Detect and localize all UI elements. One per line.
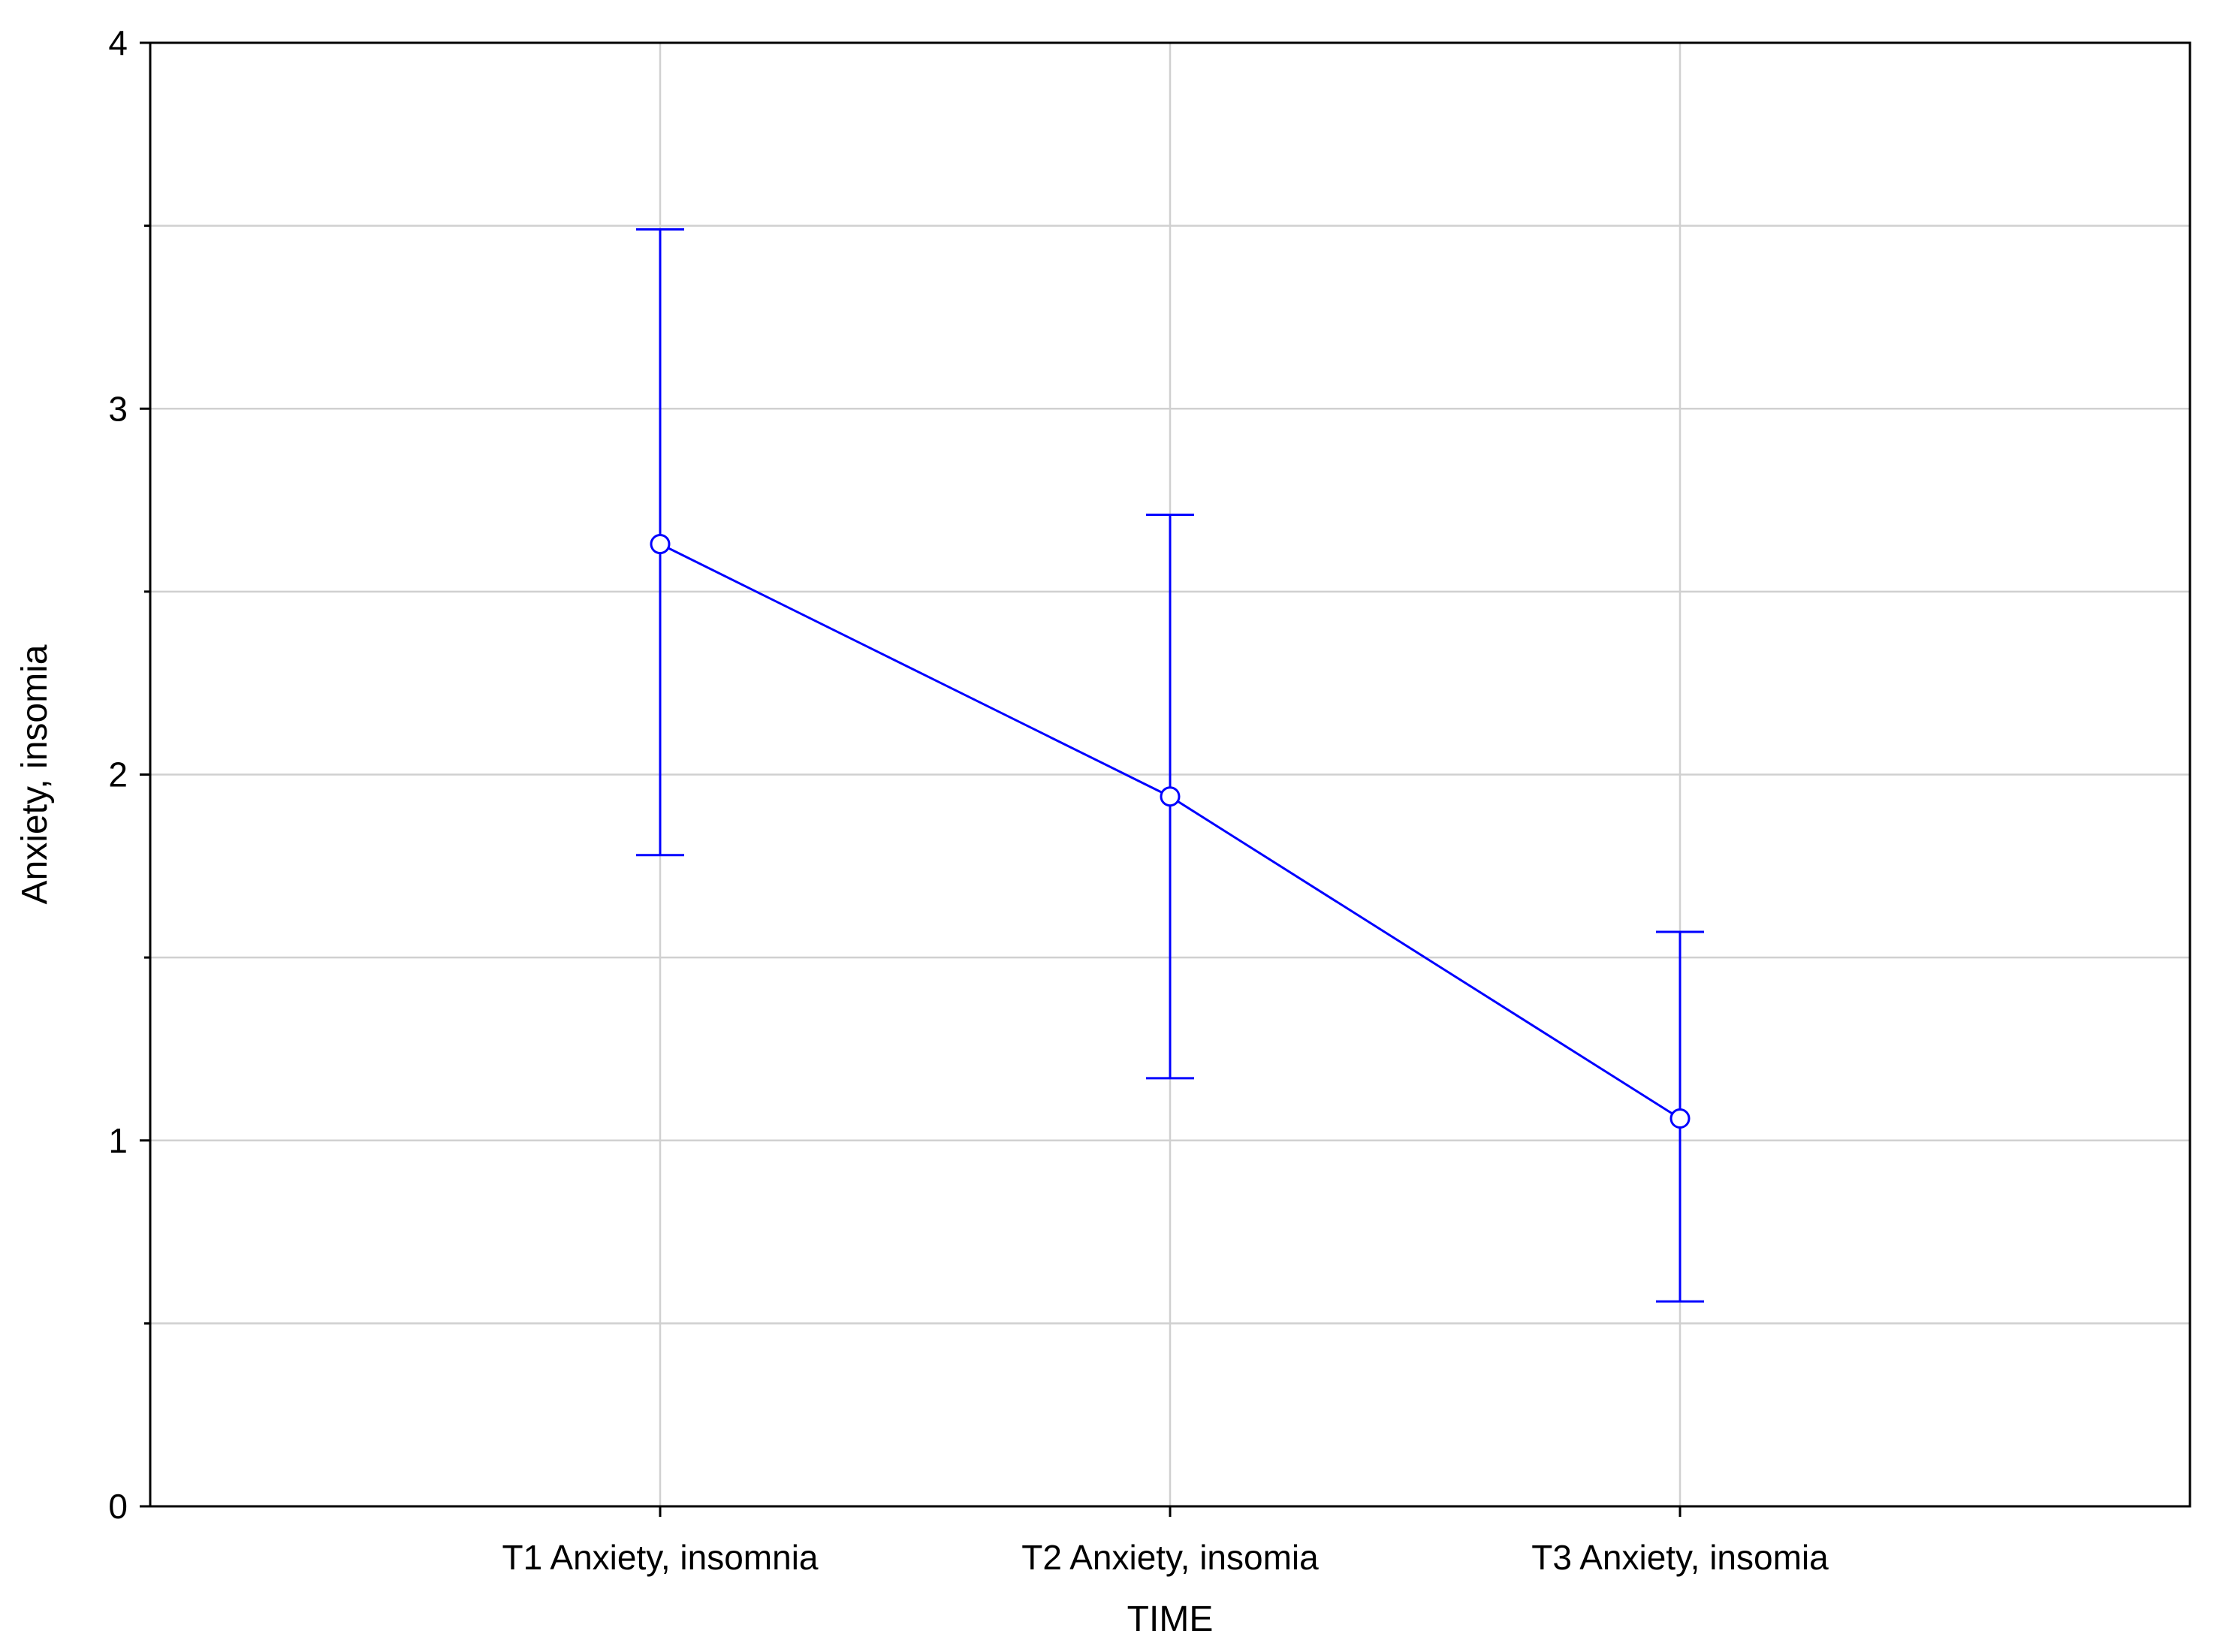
y-tick-label: 3 <box>108 389 128 428</box>
x-axis-title: TIME <box>1127 1599 1214 1639</box>
data-point <box>650 534 671 555</box>
x-tick-label: T1 Anxiety, insomnia <box>502 1538 818 1577</box>
y-tick-label: 1 <box>108 1121 128 1160</box>
y-tick-label: 4 <box>108 23 128 62</box>
series-group <box>636 228 1704 1303</box>
x-tick-label: T2 Anxiety, insomia <box>1021 1538 1319 1577</box>
x-tick-label: T3 Anxiety, insomia <box>1531 1538 1829 1577</box>
y-axis-title: Anxiety, insomia <box>15 644 55 904</box>
data-point <box>1669 1108 1691 1129</box>
axes: 0 1 2 3 4 T1 Anxiety, insomnia T2 Anxiety, ins… <box>108 23 1829 1577</box>
data-point <box>1160 786 1181 807</box>
y-tick-label: 0 <box>108 1487 128 1526</box>
y-tick-label: 2 <box>108 755 128 794</box>
